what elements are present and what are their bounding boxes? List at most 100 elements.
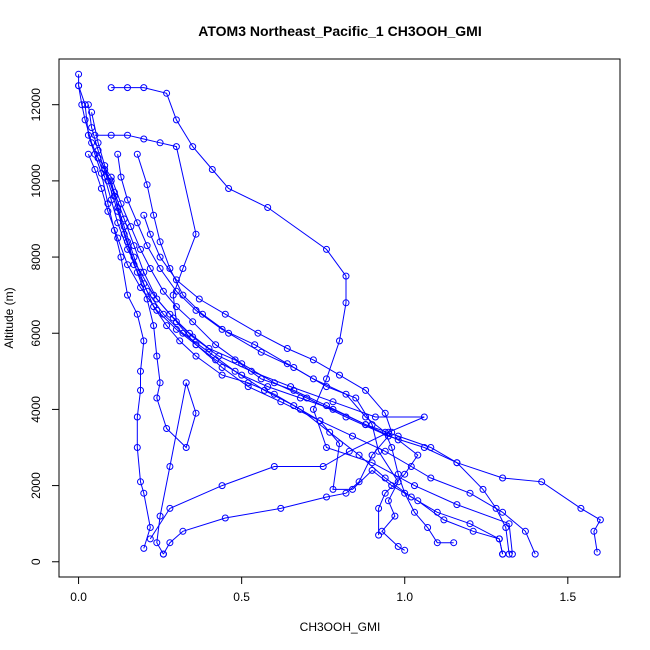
data-point (590, 527, 598, 535)
data-point (133, 413, 141, 421)
data-point (143, 181, 151, 189)
y-tick-label: 2000 (29, 472, 43, 499)
data-point (296, 394, 304, 402)
data-point (75, 70, 83, 78)
data-point (453, 459, 461, 467)
data-point (277, 504, 285, 512)
data-point (414, 451, 422, 459)
data-point (221, 514, 229, 522)
data-point (407, 493, 415, 501)
data-point (411, 508, 418, 516)
data-point (124, 261, 131, 269)
data-point (577, 504, 585, 512)
data-point (329, 405, 337, 413)
data-point (394, 436, 402, 444)
data-point (433, 539, 441, 547)
data-point (192, 230, 200, 238)
data-point (114, 204, 122, 211)
data-point (107, 196, 115, 204)
data-point (114, 219, 122, 227)
data-point (110, 226, 118, 234)
data-point (176, 337, 184, 345)
data-point (531, 550, 539, 558)
data-point (133, 219, 141, 227)
data-point (323, 383, 330, 391)
data-point (508, 550, 516, 558)
data-point (140, 337, 148, 345)
data-point (91, 166, 99, 173)
data-point (326, 428, 334, 436)
data-point (143, 287, 151, 295)
data-point (150, 211, 158, 219)
data-point (166, 539, 174, 547)
data-point (596, 516, 604, 524)
data-point (150, 291, 158, 299)
data-point (150, 322, 158, 330)
series-11 (75, 82, 513, 558)
series-line (87, 104, 197, 555)
data-point (189, 143, 197, 151)
data-point (101, 173, 109, 181)
data-point (182, 379, 190, 387)
data-point (192, 341, 200, 349)
data-point (199, 310, 206, 318)
series-line (104, 169, 425, 540)
data-point (349, 432, 356, 440)
data-point (225, 185, 233, 192)
data-point (342, 299, 350, 307)
data-point (205, 345, 213, 352)
data-point (156, 139, 164, 147)
data-point (120, 230, 128, 238)
data-point (137, 268, 144, 276)
series-9 (140, 211, 396, 558)
data-point (257, 375, 265, 383)
data-point (231, 356, 239, 364)
data-point (290, 364, 298, 371)
data-point (120, 215, 128, 223)
data-point (264, 204, 272, 211)
data-point (244, 383, 252, 391)
data-point (107, 131, 115, 139)
y-tick-label: 12000 (29, 88, 43, 122)
plot-frame (58, 58, 621, 578)
data-point (137, 386, 144, 394)
data-point (384, 497, 392, 505)
data-point (156, 512, 164, 520)
data-point (124, 196, 131, 204)
data-point (140, 489, 148, 497)
data-point (192, 409, 200, 417)
data-point (124, 245, 131, 253)
data-point (124, 84, 131, 92)
y-tick-label: 6000 (29, 320, 43, 347)
data-point (368, 466, 376, 474)
y-tick-label: 8000 (29, 243, 43, 270)
series-line (136, 154, 405, 551)
data-point (371, 413, 379, 421)
series-line (94, 134, 536, 555)
data-point (195, 295, 203, 303)
y-tick-label: 0 (29, 558, 43, 565)
data-point (208, 166, 216, 173)
data-point (257, 348, 265, 356)
data-point (133, 444, 141, 451)
x-tick-label: 1.5 (559, 590, 576, 604)
data-point (84, 101, 92, 109)
data-point (329, 485, 337, 493)
y-axis-label: Altitude (m) (2, 287, 16, 348)
data-point (163, 89, 171, 97)
data-point (319, 463, 327, 470)
data-point (479, 485, 487, 493)
data-point (355, 478, 363, 486)
series-5 (94, 154, 604, 556)
data-point (521, 527, 529, 535)
data-point (394, 432, 402, 440)
data-point (189, 318, 197, 326)
data-point (163, 425, 171, 432)
data-point (345, 447, 353, 455)
data-point (159, 550, 167, 558)
data-point (182, 444, 190, 451)
data-point (146, 265, 154, 272)
data-point (212, 341, 220, 349)
data-point (124, 291, 131, 299)
